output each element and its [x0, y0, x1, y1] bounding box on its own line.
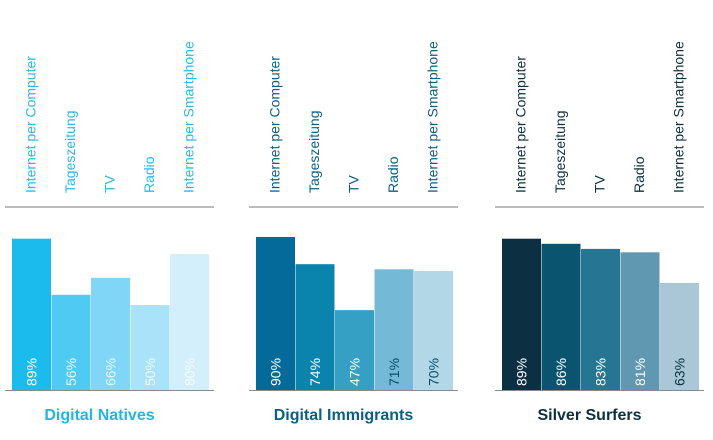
bar — [335, 310, 374, 390]
bar — [502, 238, 541, 390]
bar — [170, 254, 209, 390]
category-label: Radio — [141, 156, 157, 193]
category-label: Internet per Smartphone — [671, 41, 687, 193]
value-label: 83% — [593, 358, 609, 386]
value-label: 89% — [24, 358, 40, 386]
bar — [581, 248, 620, 390]
value-label: 80% — [182, 358, 198, 386]
category-label: Internet per Computer — [23, 56, 39, 193]
category-label: TV — [102, 174, 118, 193]
bar — [660, 282, 699, 390]
category-label: Tageszeitung — [306, 110, 322, 193]
group-digital-immigrants: Internet per Computer Tageszeitung TV Radio… — [249, 41, 458, 424]
value-label: 89% — [514, 358, 530, 386]
category-label: Internet per Smartphone — [181, 41, 197, 193]
category-label: Internet per Computer — [267, 56, 283, 193]
value-label: 50% — [142, 358, 158, 386]
category-label: Tageszeitung — [62, 110, 78, 193]
bar — [541, 243, 581, 390]
bar — [414, 271, 453, 390]
value-label: 47% — [347, 358, 363, 386]
value-label: 56% — [63, 358, 79, 386]
bar — [130, 305, 170, 390]
value-label: 66% — [103, 358, 119, 386]
bar — [374, 269, 414, 390]
bar — [256, 237, 295, 390]
value-label: 81% — [632, 358, 648, 386]
group-title: Digital Immigrants — [274, 407, 414, 424]
category-label: TV — [592, 174, 608, 193]
bar — [91, 277, 130, 390]
category-label: TV — [346, 174, 362, 193]
value-label: 63% — [672, 358, 688, 386]
category-label: Internet per Smartphone — [425, 41, 441, 193]
value-label: 71% — [386, 358, 402, 386]
group-title: Silver Surfers — [537, 407, 641, 424]
value-label: 86% — [553, 358, 569, 386]
category-label: Radio — [385, 156, 401, 193]
category-label: Tageszeitung — [552, 110, 568, 193]
bar — [620, 252, 660, 390]
value-label: 90% — [268, 358, 284, 386]
group-silver-surfers: Internet per Computer Tageszeitung TV Radio… — [495, 41, 704, 424]
group-digital-natives: Internet per Computer Tageszeitung TV Radio… — [5, 41, 214, 424]
category-label: Radio — [631, 156, 647, 193]
value-label: 70% — [426, 358, 442, 386]
category-label: Internet per Computer — [513, 56, 529, 193]
bar — [12, 238, 51, 390]
bar — [51, 294, 91, 390]
bar — [295, 264, 335, 390]
group-title: Digital Natives — [44, 407, 154, 424]
value-label: 74% — [307, 358, 323, 386]
